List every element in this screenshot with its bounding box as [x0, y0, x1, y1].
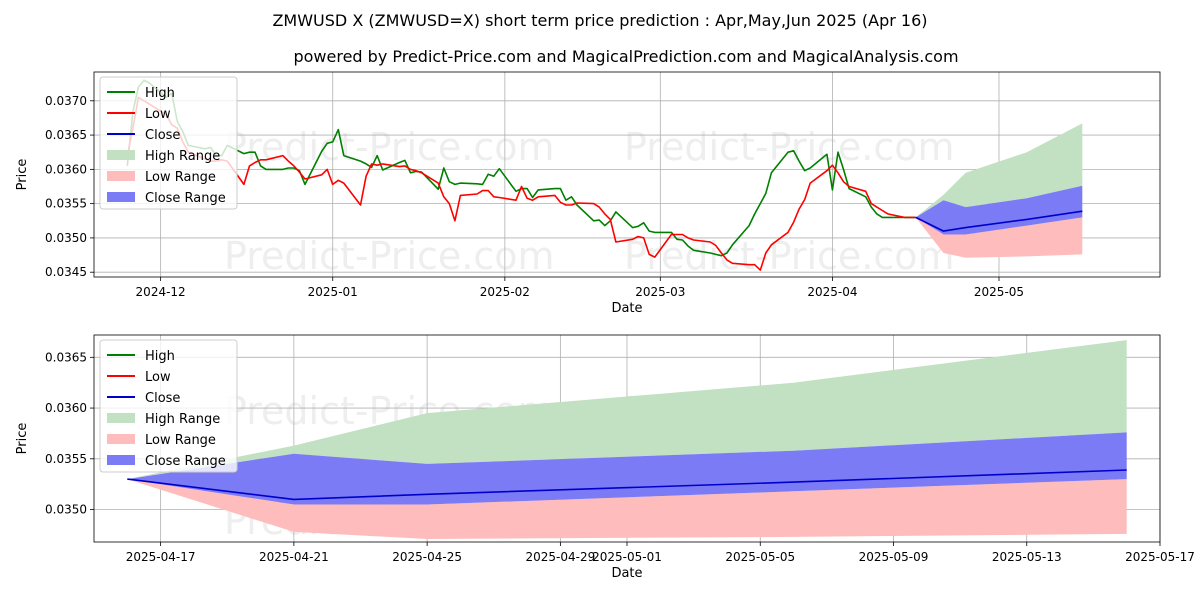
legend-swatch: [107, 434, 135, 444]
y-axis-label: Price: [15, 423, 30, 455]
y-tick-label: 0.0360: [45, 162, 87, 176]
legend: High Low Close High Range Low Range Close Ran…: [99, 339, 238, 473]
x-tick-label: 2025-05: [974, 285, 1024, 299]
legend-label: Low: [145, 107, 171, 122]
watermark-text: Predict-Price.com: [624, 125, 955, 169]
legend-swatch: [107, 192, 135, 202]
legend-swatch: [107, 171, 135, 181]
x-tick-label: 2024-12: [136, 285, 186, 299]
legend-label: Close Range: [145, 191, 226, 206]
low-range-band: [127, 479, 1127, 539]
chart-subtitle: powered by Predict-Price.com and Magical…: [293, 47, 958, 66]
x-tick-label: 2025-05-09: [859, 550, 929, 564]
x-tick-label: 2025-02: [480, 285, 530, 299]
x-tick-label: 2025-01: [308, 285, 358, 299]
y-tick-label: 0.0370: [45, 94, 87, 108]
plot-area: [127, 340, 1127, 539]
x-tick-label: 2025-05-05: [725, 550, 795, 564]
high-range-band: [127, 340, 1127, 480]
legend-swatch: [107, 455, 135, 465]
close-line: [127, 469, 1127, 501]
x-tick-label: 2025-05-13: [992, 550, 1062, 564]
legend-label: High: [145, 86, 175, 101]
x-tick-label: 2025-04-17: [126, 550, 196, 564]
low-range-band: [915, 217, 1083, 258]
y-tick-label: 0.0365: [45, 128, 87, 142]
legend-label: High: [145, 349, 175, 364]
x-tick-label: 2025-05-01: [592, 550, 662, 564]
y-tick-label: 0.0350: [45, 231, 87, 245]
x-tick-label: 2025-04-25: [392, 550, 462, 564]
x-tick-label: 2025-04: [807, 285, 857, 299]
watermark-text: Predict-Price.com: [624, 234, 955, 278]
x-axis-label: Date: [611, 301, 642, 316]
chart-title: ZMWUSD X (ZMWUSD=X) short term price pre…: [272, 11, 927, 30]
legend-label: Low Range: [145, 170, 216, 185]
close-line: [915, 210, 1083, 232]
legend-label: High Range: [145, 149, 220, 164]
legend-label: Low Range: [145, 433, 216, 448]
y-tick-label: 0.0365: [45, 350, 87, 364]
watermark-text: Predict-Price.com: [224, 125, 555, 169]
close-range-band: [915, 185, 1083, 235]
watermark-text: Predict-Price.com: [224, 234, 555, 278]
high-range-band: [915, 123, 1083, 218]
low-line: [126, 96, 916, 271]
x-tick-label: 2025-05-17: [1125, 550, 1195, 564]
top-plot: Predict-Price.com Predict-Price.com Predic…: [15, 71, 1161, 316]
legend-label: Close: [145, 391, 180, 406]
legend-swatch: [107, 150, 135, 160]
y-tick-label: 0.0360: [45, 401, 87, 415]
y-tick-label: 0.0355: [45, 452, 87, 466]
legend-label: Close Range: [145, 454, 226, 469]
plot-area: [126, 79, 1083, 271]
legend-label: Close: [145, 128, 180, 143]
legend-label: High Range: [145, 412, 220, 427]
plot-frame: [93, 334, 1161, 543]
x-axis-label: Date: [611, 566, 642, 581]
legend-label: Low: [145, 370, 171, 385]
x-tick-label: 2025-03: [635, 285, 685, 299]
y-tick-label: 0.0350: [45, 503, 87, 517]
y-tick-label: 0.0355: [45, 197, 87, 211]
bottom-plot: Predict-Price.comPredict-Price.comPredic…: [15, 334, 1195, 581]
y-axis-label: Price: [15, 159, 30, 191]
legend: High Low Close High Range Low Range Close Ran…: [99, 76, 238, 210]
legend-swatch: [107, 413, 135, 423]
x-tick-label: 2025-04-29: [526, 550, 596, 564]
x-tick-label: 2025-04-21: [259, 550, 329, 564]
close-range-band: [127, 432, 1127, 505]
plot-frame: [93, 71, 1161, 278]
y-tick-label: 0.0345: [45, 265, 87, 279]
